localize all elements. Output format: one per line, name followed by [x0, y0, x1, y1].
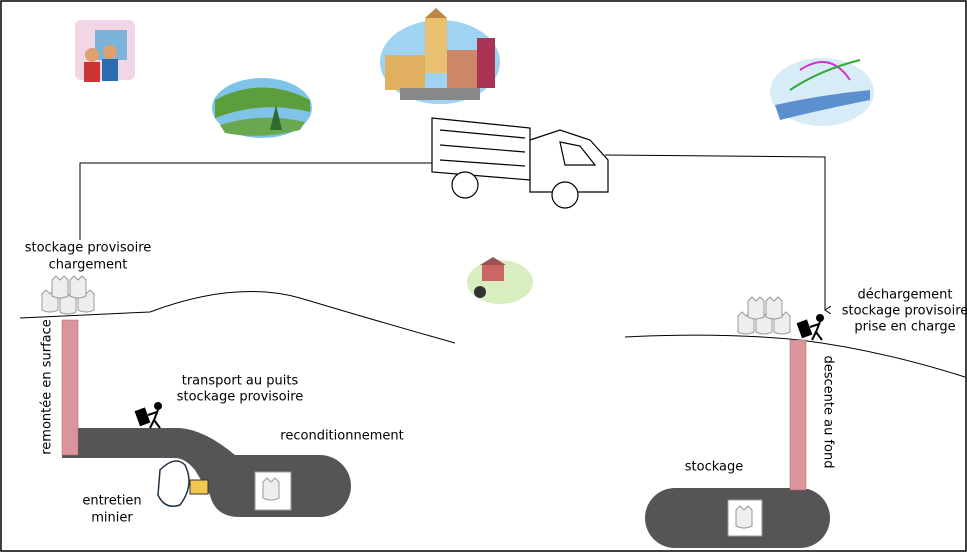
bag-repack-icon	[262, 477, 280, 501]
miner-clipart	[157, 460, 209, 507]
clipart-people	[75, 20, 135, 82]
ground-left	[19, 291, 456, 344]
label-transport-2: stockage provisoire	[177, 390, 304, 405]
clipart-canal	[770, 58, 874, 126]
bag-storage-icon	[735, 505, 753, 529]
label-repack: reconditionnement	[280, 429, 403, 444]
label-descent: descente au fond	[821, 356, 836, 469]
label-unloading-3: prise en charge	[854, 320, 955, 335]
label-loading-1: stockage provisoire	[25, 241, 152, 256]
clipart-river	[212, 78, 312, 138]
route-arrow	[604, 154, 825, 310]
bags-right	[737, 296, 791, 335]
label-maintenance-2: minier	[91, 511, 133, 526]
bags-left	[41, 275, 95, 315]
label-maintenance-1: entretien	[82, 494, 141, 509]
porter-right	[796, 314, 824, 341]
shaft-right	[789, 339, 807, 491]
clipart-town	[380, 8, 500, 104]
label-transport-1: transport au puits	[182, 374, 299, 389]
route-line	[79, 162, 432, 240]
truck	[431, 117, 609, 209]
label-unloading-2: stockage provisoire	[842, 304, 967, 319]
label-storage: stockage	[685, 460, 744, 475]
clipart-farm	[467, 257, 533, 304]
label-unloading-1: déchargement	[858, 288, 953, 303]
label-lift: remontée en surface	[40, 319, 55, 455]
label-loading-2: chargement	[49, 258, 128, 273]
shaft-left	[61, 319, 79, 456]
porter-left	[134, 402, 162, 429]
